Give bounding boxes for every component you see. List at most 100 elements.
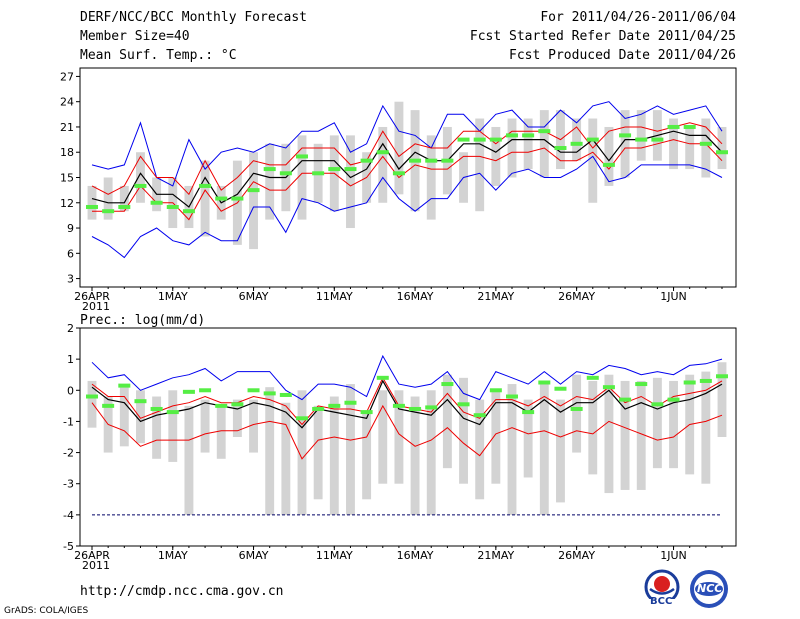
member-marker	[182, 209, 195, 214]
x-tick-label: 6MAY	[239, 290, 269, 303]
spread-bar	[539, 380, 549, 515]
spread-bar	[556, 399, 565, 503]
member-marker	[716, 150, 728, 155]
chart-title: DERF/NCC/BCC Monthly Forecast	[80, 10, 307, 25]
member-marker	[231, 402, 244, 407]
member-marker	[392, 403, 405, 408]
year-label: 2011	[82, 300, 110, 313]
member-marker	[441, 158, 454, 163]
member-marker	[150, 406, 163, 411]
member-marker	[635, 382, 648, 387]
member-marker	[344, 400, 357, 405]
member-marker	[635, 137, 648, 142]
spread-bar	[119, 185, 129, 212]
member-marker	[554, 146, 567, 151]
spread-bar	[507, 118, 517, 178]
member-marker	[586, 375, 599, 380]
x-tick-label: 16MAY	[397, 549, 434, 562]
spread-bar	[232, 399, 242, 437]
series-max	[91, 354, 723, 401]
x-tick-label: 26APR	[74, 290, 110, 303]
y-tick-label: 15	[60, 172, 74, 185]
spread-bar	[507, 384, 517, 515]
spread-bar	[394, 390, 404, 484]
forecast-started: Fcst Started Refer Date 2011/04/25	[469, 29, 736, 44]
member-marker	[247, 188, 260, 193]
member-marker	[102, 403, 115, 408]
member-marker	[279, 392, 292, 397]
temperature-chart: 3 6 9 12 15 18 21 24 27 26APR 1MAY 6MAY 11MAY 16MAY 21…	[60, 67, 737, 313]
series-mean	[91, 379, 723, 429]
precip-chart: -5 -4 -3 -2 -1 0 1 2 26APR 1MAY 6MAY 11MAY 16MAY 21MA…	[63, 322, 737, 572]
spread-bar	[200, 160, 210, 237]
member-marker	[683, 124, 696, 129]
spread-bar	[685, 126, 695, 170]
spread-bar	[572, 374, 582, 453]
member-marker	[182, 389, 195, 394]
spread-bar	[87, 380, 97, 428]
spread-bar	[362, 412, 372, 500]
member-marker	[602, 385, 615, 390]
plot-frame	[79, 327, 737, 547]
x-tick-label: 11MAY	[316, 549, 353, 562]
member-marker	[263, 167, 276, 172]
member-size: Member Size=40	[80, 29, 190, 44]
spread-bar	[200, 399, 210, 453]
spread-bar	[184, 405, 194, 515]
spread-bar	[523, 118, 533, 170]
member-marker	[328, 167, 341, 172]
y-tick-label: 12	[60, 197, 74, 210]
member-marker	[619, 397, 632, 402]
spread-bar	[313, 405, 323, 500]
member-marker	[457, 137, 470, 142]
x-tick-label: 1MAY	[158, 290, 188, 303]
forecast-produced: Fcst Produced Date 2011/04/26	[509, 48, 736, 63]
x-tick-label: 21MAY	[477, 549, 514, 562]
spread-bar	[103, 177, 113, 220]
member-marker	[118, 204, 131, 209]
spread-bar	[636, 110, 646, 161]
member-marker	[699, 378, 712, 383]
y-tick-label: 1	[67, 353, 74, 366]
y-tick-label: 24	[60, 96, 74, 109]
spread-bar	[717, 126, 727, 170]
x-tick-label: 6MAY	[239, 549, 269, 562]
x-tick-label: 26APR	[74, 549, 110, 562]
member-marker	[231, 196, 244, 201]
spread-bar	[378, 126, 388, 203]
spread-bar	[426, 135, 436, 220]
member-marker	[392, 171, 405, 176]
member-marker	[425, 158, 438, 163]
spread-bar	[620, 380, 630, 490]
spread-bar	[265, 387, 275, 515]
member-marker	[166, 204, 179, 209]
member-marker	[279, 171, 292, 176]
member-marker	[409, 158, 422, 163]
x-tick-label: 11MAY	[316, 290, 353, 303]
spread-bar	[119, 384, 129, 447]
member-marker	[247, 388, 260, 393]
spread-bar	[539, 110, 549, 178]
spread-bar	[378, 390, 388, 484]
member-marker	[199, 183, 212, 188]
spread-bar	[426, 390, 436, 515]
member-marker	[296, 154, 308, 159]
member-marker	[586, 137, 599, 142]
x-tick-label: 1JUN	[660, 549, 687, 562]
member-marker	[441, 382, 454, 387]
y-tick-label: 18	[60, 146, 74, 159]
member-marker	[312, 171, 325, 176]
x-tick-label: 26MAY	[558, 290, 595, 303]
member-marker	[538, 380, 551, 385]
member-marker	[86, 204, 98, 209]
footer-url[interactable]: http://cmdp.ncc.cma.gov.cn	[80, 584, 284, 599]
member-marker	[473, 413, 486, 418]
spread-bar	[636, 380, 646, 490]
bcc-logo-text: BCC	[650, 596, 673, 607]
member-marker	[489, 388, 502, 393]
member-marker	[699, 141, 712, 146]
y-tick-label: 9	[67, 222, 74, 235]
series-min	[91, 155, 723, 259]
member-marker	[360, 158, 373, 163]
member-marker	[602, 162, 615, 167]
